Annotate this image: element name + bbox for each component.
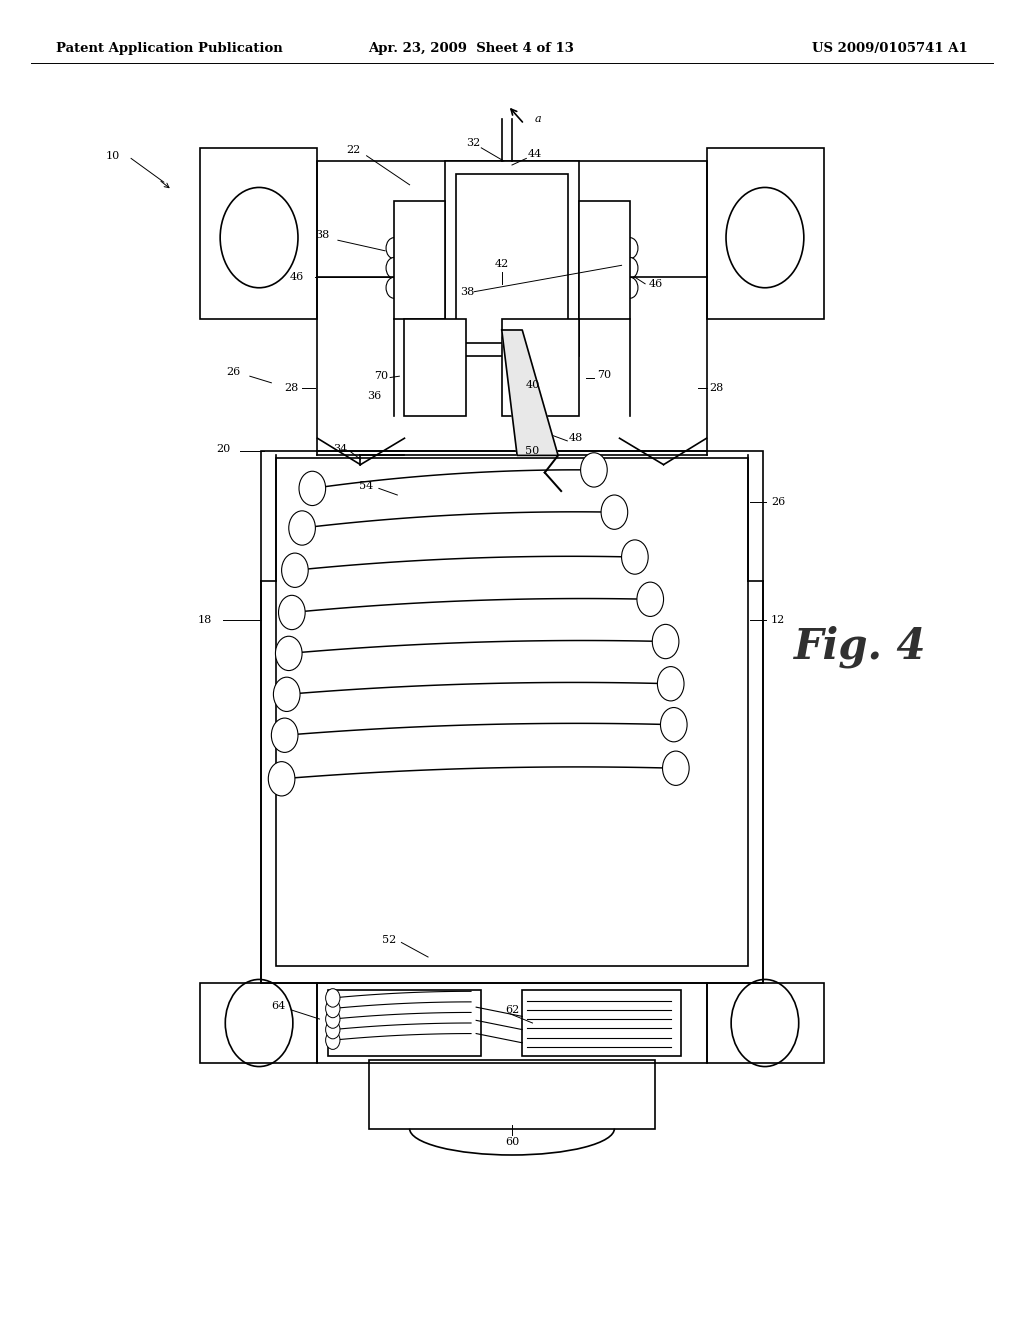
Bar (456, 174, 568, 343)
Bar (445, 161, 579, 356)
Circle shape (299, 471, 326, 506)
Text: Apr. 23, 2009  Sheet 4 of 13: Apr. 23, 2009 Sheet 4 of 13 (368, 42, 574, 55)
Bar (369, 1060, 655, 1129)
Circle shape (326, 1031, 340, 1049)
Bar (276, 458, 748, 966)
Circle shape (657, 667, 684, 701)
Bar (317, 161, 707, 277)
Text: 60: 60 (505, 1137, 519, 1147)
Circle shape (289, 511, 315, 545)
Text: 26: 26 (771, 496, 785, 507)
Text: 40: 40 (525, 380, 540, 391)
Text: Fig. 4: Fig. 4 (794, 626, 927, 668)
Circle shape (660, 708, 687, 742)
Bar (200, 148, 317, 319)
Text: 44: 44 (527, 149, 542, 160)
Text: a: a (535, 114, 541, 124)
Circle shape (326, 1010, 340, 1028)
Text: 32: 32 (466, 137, 480, 148)
Bar (579, 201, 630, 319)
Circle shape (279, 595, 305, 630)
Circle shape (386, 277, 402, 298)
Circle shape (622, 257, 638, 279)
Text: 70: 70 (597, 370, 611, 380)
Text: 54: 54 (359, 480, 374, 491)
Text: 42: 42 (495, 259, 509, 269)
Circle shape (581, 453, 607, 487)
Circle shape (326, 1020, 340, 1039)
Text: 22: 22 (346, 145, 360, 156)
Circle shape (275, 636, 302, 671)
Bar (261, 451, 763, 983)
Circle shape (268, 762, 295, 796)
Circle shape (637, 582, 664, 616)
Text: 34: 34 (333, 444, 347, 454)
Circle shape (622, 277, 638, 298)
Bar (404, 319, 466, 416)
Text: 38: 38 (460, 286, 474, 297)
Text: 50: 50 (525, 446, 540, 457)
Polygon shape (502, 330, 558, 455)
Text: 62: 62 (505, 1005, 519, 1015)
Text: 46: 46 (648, 279, 663, 289)
Text: 36: 36 (367, 391, 381, 401)
Bar (394, 201, 445, 319)
Circle shape (326, 989, 340, 1007)
Text: 38: 38 (315, 230, 330, 240)
Circle shape (273, 677, 300, 711)
Text: US 2009/0105741 A1: US 2009/0105741 A1 (812, 42, 968, 55)
Circle shape (601, 495, 628, 529)
Bar (328, 990, 481, 1056)
Bar (707, 983, 824, 1063)
Text: 12: 12 (771, 615, 785, 626)
Circle shape (271, 718, 298, 752)
Circle shape (663, 751, 689, 785)
Circle shape (326, 999, 340, 1018)
Bar (317, 983, 707, 1063)
Circle shape (282, 553, 308, 587)
Circle shape (652, 624, 679, 659)
Circle shape (622, 540, 648, 574)
Text: 10: 10 (105, 150, 120, 161)
Text: 46: 46 (290, 272, 304, 282)
Text: 18: 18 (198, 615, 212, 626)
Text: 28: 28 (285, 383, 299, 393)
Bar (707, 148, 824, 319)
Text: 20: 20 (216, 444, 230, 454)
Circle shape (622, 238, 638, 259)
Circle shape (386, 257, 402, 279)
Text: 52: 52 (382, 935, 396, 945)
Bar (502, 319, 579, 416)
Bar (200, 983, 317, 1063)
Bar (522, 990, 681, 1056)
Text: Patent Application Publication: Patent Application Publication (56, 42, 283, 55)
Text: 26: 26 (226, 367, 241, 378)
Text: 48: 48 (568, 433, 583, 444)
Text: 28: 28 (710, 383, 724, 393)
Text: 64: 64 (271, 1001, 286, 1011)
Text: 70: 70 (374, 371, 388, 381)
Circle shape (386, 238, 402, 259)
